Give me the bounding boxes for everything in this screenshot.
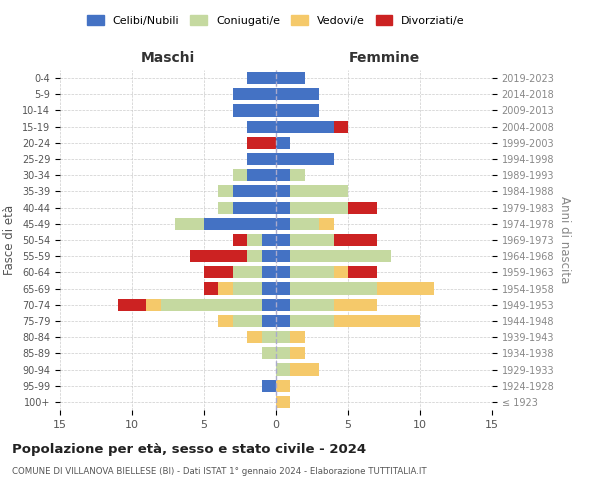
Bar: [262, 298, 276, 311]
Bar: [276, 88, 319, 101]
Bar: [334, 120, 348, 132]
Bar: [290, 202, 348, 213]
Bar: [247, 72, 276, 84]
Bar: [247, 331, 262, 343]
Bar: [348, 266, 377, 278]
Bar: [233, 202, 276, 213]
Bar: [247, 234, 262, 246]
Bar: [204, 266, 233, 278]
Bar: [276, 218, 290, 230]
Bar: [190, 250, 247, 262]
Bar: [204, 218, 276, 230]
Bar: [290, 315, 334, 327]
Y-axis label: Fasce di età: Fasce di età: [4, 205, 16, 275]
Bar: [290, 169, 305, 181]
Bar: [262, 331, 276, 343]
Bar: [276, 348, 290, 360]
Bar: [161, 298, 262, 311]
Bar: [233, 266, 262, 278]
Bar: [290, 234, 334, 246]
Bar: [276, 282, 290, 294]
Bar: [218, 282, 233, 294]
Text: COMUNE DI VILLANOVA BIELLESE (BI) - Dati ISTAT 1° gennaio 2024 - Elaborazione TU: COMUNE DI VILLANOVA BIELLESE (BI) - Dati…: [12, 468, 427, 476]
Bar: [290, 250, 391, 262]
Bar: [290, 364, 319, 376]
Bar: [290, 266, 334, 278]
Bar: [276, 396, 290, 408]
Bar: [262, 282, 276, 294]
Bar: [262, 250, 276, 262]
Bar: [247, 153, 276, 165]
Bar: [290, 298, 334, 311]
Bar: [290, 282, 377, 294]
Bar: [276, 380, 290, 392]
Bar: [247, 169, 276, 181]
Bar: [276, 120, 334, 132]
Bar: [348, 202, 377, 213]
Bar: [276, 72, 305, 84]
Bar: [262, 266, 276, 278]
Text: Maschi: Maschi: [141, 51, 195, 65]
Bar: [118, 298, 146, 311]
Bar: [334, 315, 420, 327]
Bar: [319, 218, 334, 230]
Bar: [233, 169, 247, 181]
Bar: [290, 186, 348, 198]
Bar: [276, 331, 290, 343]
Bar: [276, 266, 290, 278]
Bar: [233, 315, 262, 327]
Bar: [233, 186, 276, 198]
Bar: [276, 104, 319, 117]
Bar: [290, 348, 305, 360]
Legend: Celibi/Nubili, Coniugati/e, Vedovi/e, Divorziati/e: Celibi/Nubili, Coniugati/e, Vedovi/e, Di…: [83, 10, 469, 30]
Bar: [247, 250, 262, 262]
Bar: [334, 266, 348, 278]
Bar: [276, 298, 290, 311]
Bar: [247, 120, 276, 132]
Bar: [276, 364, 290, 376]
Bar: [334, 298, 377, 311]
Bar: [146, 298, 161, 311]
Bar: [334, 234, 377, 246]
Bar: [276, 315, 290, 327]
Text: Femmine: Femmine: [349, 51, 419, 65]
Bar: [218, 202, 233, 213]
Bar: [276, 153, 334, 165]
Bar: [276, 137, 290, 149]
Bar: [233, 234, 247, 246]
Bar: [262, 234, 276, 246]
Bar: [247, 137, 276, 149]
Bar: [276, 234, 290, 246]
Bar: [218, 186, 233, 198]
Bar: [377, 282, 434, 294]
Bar: [218, 315, 233, 327]
Bar: [290, 331, 305, 343]
Bar: [262, 315, 276, 327]
Bar: [262, 348, 276, 360]
Bar: [276, 169, 290, 181]
Bar: [276, 202, 290, 213]
Bar: [276, 250, 290, 262]
Bar: [233, 104, 276, 117]
Y-axis label: Anni di nascita: Anni di nascita: [558, 196, 571, 284]
Bar: [262, 380, 276, 392]
Bar: [233, 88, 276, 101]
Bar: [204, 282, 218, 294]
Bar: [233, 282, 262, 294]
Bar: [276, 186, 290, 198]
Bar: [175, 218, 204, 230]
Text: Popolazione per età, sesso e stato civile - 2024: Popolazione per età, sesso e stato civil…: [12, 442, 366, 456]
Bar: [290, 218, 319, 230]
